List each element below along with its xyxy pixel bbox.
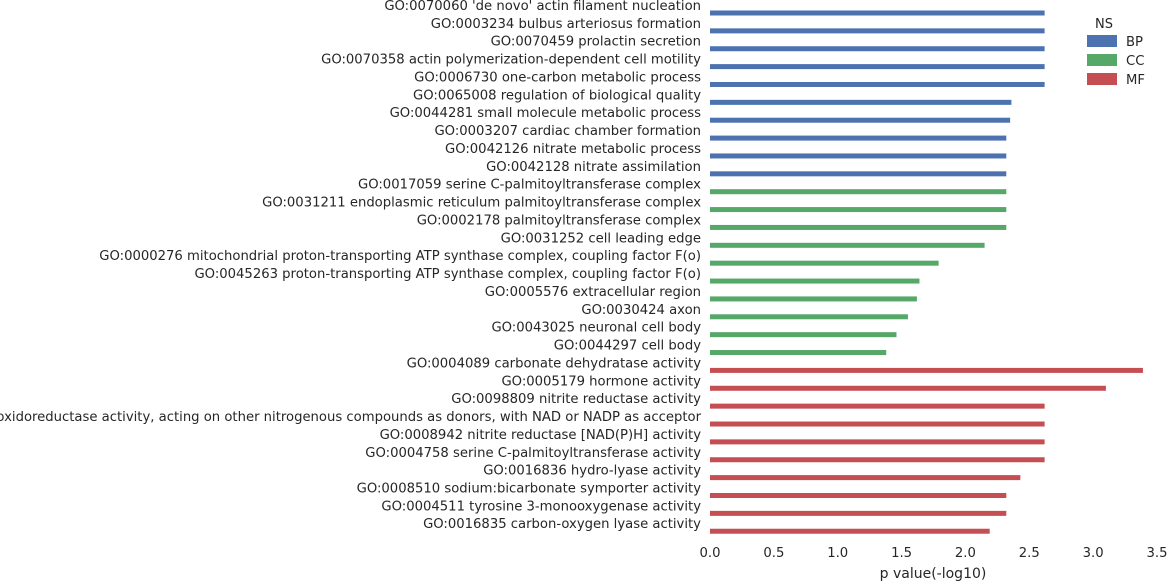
bar-bp	[710, 10, 1045, 16]
bar-mf	[710, 457, 1045, 463]
bar-cc	[710, 314, 908, 320]
bar-bp	[710, 81, 1045, 87]
category-label: GO:0005179 hormone activity	[501, 374, 701, 389]
legend-label-cc: CC	[1126, 54, 1144, 69]
bar-bp	[710, 135, 1007, 141]
category-label: GO:0003234 bulbus arteriosus formation	[431, 17, 701, 32]
bar-bp	[710, 46, 1045, 52]
x-axis-ticks: 0.0 0.5 1.0 1.5 2.0 2.5 3.0 3.5	[700, 546, 1168, 561]
legend-swatch-bp	[1087, 35, 1117, 47]
bar-mf	[710, 492, 1007, 498]
category-label: GO:0005576 extracellular region	[485, 285, 701, 300]
category-label: GO:0030424 axon	[581, 303, 701, 318]
bar-cc	[710, 189, 1007, 195]
category-label: GO:0003207 cardiac chamber formation	[434, 124, 701, 139]
bar-cc	[710, 242, 985, 248]
bar-cc	[710, 224, 1007, 230]
x-tick-label: 3.5	[1147, 546, 1168, 561]
category-label: GO:0004511 tyrosine 3-monooxygenase acti…	[381, 499, 701, 514]
category-label: GO:0045263 proton-transporting ATP synth…	[194, 267, 701, 282]
legend-swatch-mf	[1087, 73, 1117, 85]
category-label: GO:0070459 prolactin secretion	[491, 35, 701, 50]
bar-mf	[710, 421, 1045, 427]
category-label: GO:0044281 small molecule metabolic proc…	[390, 106, 702, 121]
bars	[710, 10, 1143, 534]
category-label: GO:0043025 neuronal cell body	[491, 321, 701, 336]
x-tick-label: 0.5	[763, 546, 784, 561]
bar-mf	[710, 439, 1045, 445]
x-tick-label: 2.0	[955, 546, 976, 561]
bar-mf	[710, 385, 1106, 391]
category-label: GO:0044297 cell body	[554, 339, 701, 354]
bar-cc	[710, 332, 897, 338]
category-label: GO:0008942 nitrite reductase [NAD(P)H] a…	[380, 428, 702, 443]
bar-mf	[710, 475, 1021, 481]
legend-label-bp: BP	[1126, 35, 1143, 50]
legend-swatch-cc	[1087, 54, 1117, 66]
bar-cc	[710, 207, 1007, 213]
bar-mf	[710, 528, 990, 534]
bar-bp	[710, 153, 1007, 159]
bar-mf	[710, 510, 1007, 516]
category-label: GO:0046857 oxidoreductase activity, acti…	[0, 410, 702, 425]
bar-cc	[710, 260, 939, 266]
bar-bp	[710, 117, 1011, 123]
category-label: GO:0016835 carbon-oxygen lyase activity	[423, 517, 701, 532]
category-label: GO:0070060 'de novo' actin filament nucl…	[384, 0, 701, 14]
category-label: GO:0006730 one-carbon metabolic process	[414, 70, 701, 85]
bar-cc	[710, 296, 917, 302]
category-label: GO:0031252 cell leading edge	[501, 231, 701, 246]
x-tick-label: 1.5	[891, 546, 912, 561]
legend-label-mf: MF	[1126, 73, 1145, 88]
category-label: GO:0098809 nitrite reductase activity	[451, 392, 701, 407]
x-axis-label: p value(-log10)	[880, 566, 987, 582]
category-labels: GO:0070060 'de novo' actin filament nucl…	[0, 0, 702, 532]
category-label: GO:0002178 palmitoyltransferase complex	[417, 213, 701, 228]
category-label: GO:0004758 serine C-palmitoyltransferase…	[365, 446, 701, 461]
category-label: GO:0042126 nitrate metabolic process	[445, 142, 701, 157]
bar-bp	[710, 99, 1012, 105]
x-tick-label: 1.0	[827, 546, 848, 561]
category-label: GO:0004089 carbonate dehydratase activit…	[407, 356, 702, 371]
category-label: GO:0016836 hydro-lyase activity	[483, 464, 701, 479]
category-label: GO:0070358 actin polymerization-dependen…	[321, 53, 701, 68]
x-tick-label: 3.0	[1083, 546, 1104, 561]
legend: NS BP CC MF	[1087, 17, 1145, 88]
x-tick-label: 2.5	[1019, 546, 1040, 561]
bar-bp	[710, 28, 1045, 34]
bar-bp	[710, 64, 1045, 70]
category-label: GO:0042128 nitrate assimilation	[486, 160, 701, 175]
category-label: GO:0000276 mitochondrial proton-transpor…	[99, 249, 701, 264]
category-label: GO:0008510 sodium:bicarbonate symporter …	[357, 481, 702, 496]
bar-cc	[710, 350, 887, 356]
category-label: GO:0017059 serine C-palmitoyltransferase…	[358, 178, 701, 193]
legend-title: NS	[1095, 17, 1113, 32]
bar-cc	[710, 278, 920, 284]
category-label: GO:0065008 regulation of biological qual…	[413, 88, 701, 103]
x-tick-label: 0.0	[700, 546, 721, 561]
bar-mf	[710, 403, 1045, 409]
bar-bp	[710, 171, 1007, 177]
category-label: GO:0031211 endoplasmic reticulum palmito…	[262, 196, 701, 211]
bar-mf	[710, 367, 1143, 373]
